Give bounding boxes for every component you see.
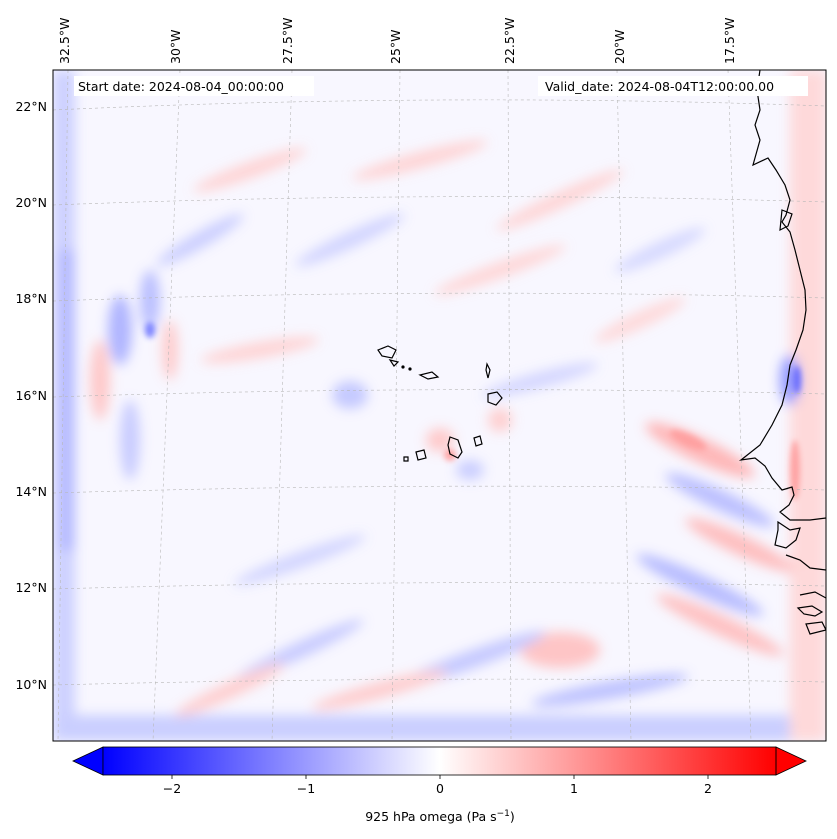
brava-island bbox=[403, 456, 409, 462]
lat-label-12n: 12°N bbox=[15, 580, 47, 595]
santiago-island bbox=[447, 436, 463, 459]
gridlines bbox=[53, 70, 826, 741]
sao-vicente-island bbox=[388, 359, 400, 367]
maio-island bbox=[473, 435, 483, 447]
colorbar-tick-1: 1 bbox=[570, 781, 578, 796]
omega-field bbox=[53, 70, 826, 741]
longitude-labels: 32.5°W 30°W 27.5°W 25°W 22.5°W 20°W 17.5… bbox=[57, 18, 737, 64]
lat-label-20n: 20°N bbox=[15, 195, 47, 210]
colorbar-title: 925 hPa omega (Pa s−1) bbox=[365, 809, 515, 824]
sao-nicolau-island bbox=[418, 371, 440, 380]
lat-label-14n: 14°N bbox=[15, 484, 47, 499]
map-background bbox=[53, 70, 826, 741]
map-frame bbox=[52, 69, 827, 742]
colorbar-tick-0: 0 bbox=[436, 781, 444, 796]
fogo-island bbox=[415, 449, 427, 461]
colorbar-tick-m1: −1 bbox=[297, 781, 315, 796]
colorbar: −2 −1 0 1 2 925 hPa omega (Pa s−1) bbox=[72, 746, 807, 824]
lon-label-30w: 30°W bbox=[168, 29, 183, 64]
lon-label-27-5w: 27.5°W bbox=[280, 18, 295, 64]
start-date-box bbox=[74, 76, 314, 96]
lat-label-16n: 16°N bbox=[15, 388, 47, 403]
latitude-labels: 22°N 20°N 18°N 16°N 14°N 12°N 10°N bbox=[15, 99, 47, 692]
colorbar-frame bbox=[102, 746, 777, 776]
lat-label-22n: 22°N bbox=[15, 99, 47, 114]
colorbar-tick-2: 2 bbox=[704, 781, 712, 796]
lon-label-32-5w: 32.5°W bbox=[57, 18, 72, 64]
valid-date-label: Valid_date: 2024-08-04T12:00:00.00 bbox=[545, 79, 774, 94]
colorbar-ticks bbox=[171, 775, 709, 779]
santo-antao-island bbox=[377, 345, 397, 359]
lon-label-25w: 25°W bbox=[388, 29, 403, 64]
boa-vista-island bbox=[487, 391, 503, 406]
start-date-label: Start date: 2024-08-04_00:00:00 bbox=[78, 79, 284, 94]
colorbar-tick-m2: −2 bbox=[163, 781, 181, 796]
colorbar-extend-max bbox=[775, 746, 807, 776]
map-panel: Start date: 2024-08-04_00:00:00 Valid_da… bbox=[52, 69, 827, 742]
sal-island bbox=[485, 362, 491, 379]
lon-label-17-5w: 17.5°W bbox=[722, 18, 737, 64]
valid-date-box bbox=[538, 76, 808, 96]
lat-label-10n: 10°N bbox=[15, 677, 47, 692]
colorbar-gradient bbox=[103, 747, 776, 775]
colorbar-extend-min bbox=[72, 746, 104, 776]
lat-label-18n: 18°N bbox=[15, 291, 47, 306]
lon-label-22-5w: 22.5°W bbox=[502, 18, 517, 64]
lon-label-20w: 20°W bbox=[612, 29, 627, 64]
coastlines bbox=[377, 70, 826, 635]
africa-coastline bbox=[738, 70, 826, 521]
